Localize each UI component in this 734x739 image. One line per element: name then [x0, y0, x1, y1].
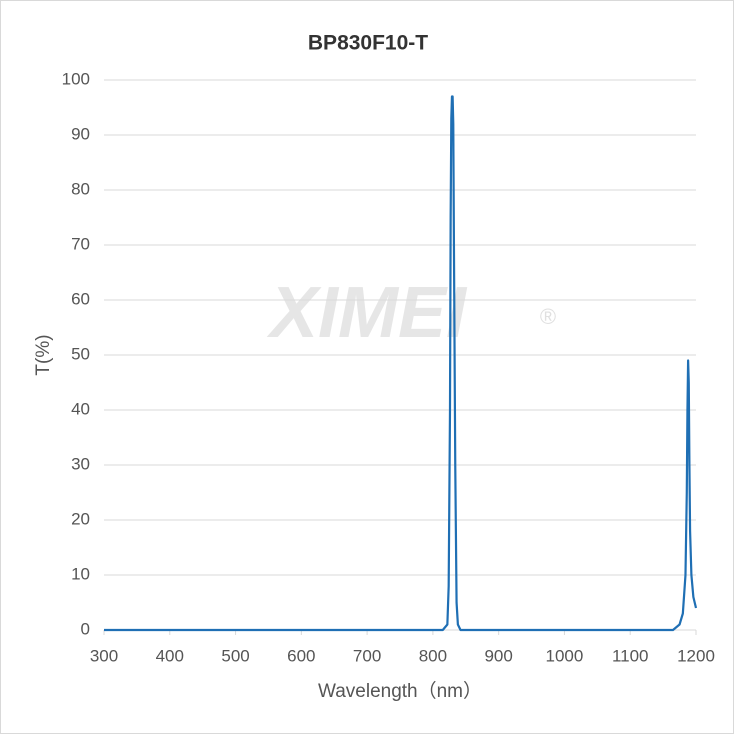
watermark-mark: ® — [540, 304, 556, 329]
x-tick-label: 1200 — [677, 646, 715, 665]
x-tick-label: 900 — [484, 646, 512, 665]
x-tick-label: 300 — [90, 646, 118, 665]
y-axis-label: T(%) — [33, 334, 54, 375]
y-tick-label: 20 — [71, 509, 90, 528]
x-tick-label: 1100 — [612, 646, 649, 665]
y-tick-label: 90 — [71, 124, 90, 143]
y-tick-label: 70 — [71, 234, 90, 253]
x-tick-label: 1000 — [546, 646, 584, 665]
y-tick-label: 10 — [71, 564, 90, 583]
y-tick-label: 0 — [81, 619, 90, 638]
watermark: XIMEI — [266, 273, 468, 353]
x-axis-label: Wavelength（nm） — [318, 680, 482, 702]
x-tick-label: 700 — [353, 646, 381, 665]
x-tick-label: 800 — [419, 646, 447, 665]
y-tick-label: 30 — [71, 454, 90, 473]
y-tick-label: 40 — [71, 399, 90, 418]
x-tick-label: 600 — [287, 646, 315, 665]
data-line — [104, 95, 698, 632]
y-tick-label: 80 — [71, 179, 90, 198]
x-tick-label: 500 — [221, 646, 249, 665]
y-tick-label: 60 — [71, 289, 90, 308]
y-tick-label: 50 — [71, 344, 90, 363]
x-tick-label: 400 — [156, 646, 184, 665]
chart-title: BP830F10-T — [308, 32, 428, 55]
y-tick-label: 100 — [62, 69, 90, 88]
